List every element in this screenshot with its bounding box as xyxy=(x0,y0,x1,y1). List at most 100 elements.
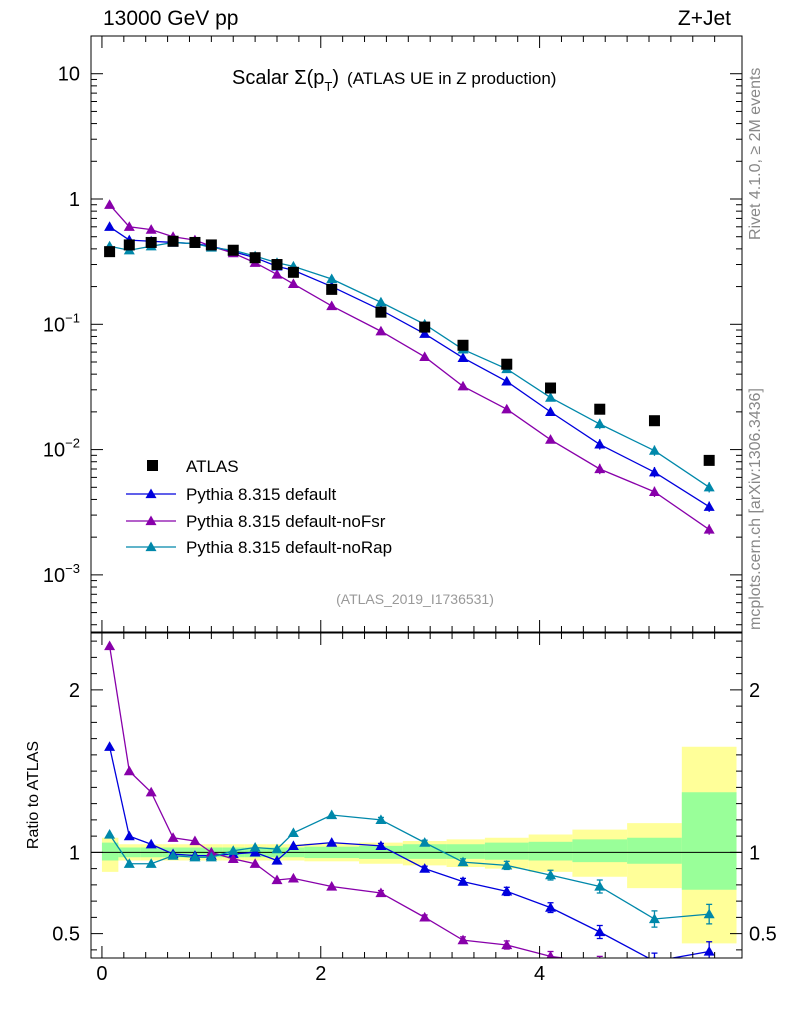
ratio-point-1 xyxy=(205,846,217,857)
x-tick-label-0: 0 xyxy=(96,963,107,985)
mcplots-label: mcplots.cern.ch [arXiv:1306.3436] xyxy=(747,388,764,630)
series-point-2 xyxy=(545,392,557,402)
ratio-line-1 xyxy=(108,645,568,958)
ratio-tick-label-right-2: 2 xyxy=(749,680,760,702)
ratio-point-1 xyxy=(546,950,555,958)
ratio-point-1 xyxy=(599,957,601,958)
ratio-point-2 xyxy=(457,856,469,867)
atlas-data-point xyxy=(326,283,338,295)
atlas-data-point xyxy=(205,239,217,251)
ratio-point-2 xyxy=(703,908,715,919)
legend: ATLAS Pythia 8.315 default Pythia 8.315 … xyxy=(126,457,392,557)
rivet-version-label: Rivet 4.1.0, ≥ 2M events xyxy=(747,68,764,240)
atlas-data-point xyxy=(457,339,469,351)
ratio-point-2 xyxy=(501,859,513,870)
atlas-data-point xyxy=(501,358,513,370)
chart-title: Scalar Σ(pT) (ATLAS UE in Z production) xyxy=(232,67,556,94)
legend-label-nofsr: Pythia 8.315 default-noFsr xyxy=(186,512,386,531)
series-point-1 xyxy=(594,463,606,474)
main-frame xyxy=(90,35,743,633)
series-point-1 xyxy=(457,380,469,391)
ratio-point-2 xyxy=(205,851,217,862)
series-point-1 xyxy=(375,325,387,336)
ratio-point-2 xyxy=(123,858,135,868)
atlas-data-point xyxy=(123,239,135,251)
ratio-axis-ticks xyxy=(91,633,742,958)
ratio-y-axis-label: Ratio to ATLAS xyxy=(25,741,42,849)
ratio-point-0 xyxy=(287,840,299,850)
series-line-2 xyxy=(109,241,710,488)
ratio-point-0 xyxy=(501,885,513,896)
atlas-data-point xyxy=(703,454,715,466)
legend-marker-norap xyxy=(145,541,157,552)
atlas-data-point xyxy=(189,236,201,248)
ratio-tick-label-right-1: 1 xyxy=(749,842,760,864)
ratio-point-0 xyxy=(123,830,135,841)
series-point-1 xyxy=(545,434,557,444)
ratio-point-2 xyxy=(648,913,660,924)
ratio-point-1 xyxy=(375,887,387,898)
ratio-point-2 xyxy=(594,881,606,891)
ratio-point-2 xyxy=(375,814,387,824)
ratio-point-2 xyxy=(326,809,338,820)
atlas-data-point xyxy=(375,306,387,318)
ratio-tick-label-left-0.5: 0.5 xyxy=(52,924,80,946)
y-tick-label-1: 1 xyxy=(69,189,80,211)
ratio-point-2 xyxy=(249,842,261,852)
ratio-point-1 xyxy=(326,881,338,891)
ratio-point-1 xyxy=(104,640,116,651)
uncertainty-band-stat xyxy=(572,839,628,863)
y-tick-label-1e-1: 10−1 xyxy=(43,310,80,336)
ratio-point-2 xyxy=(287,827,299,837)
ratio-plot-area xyxy=(91,640,742,984)
atlas-data-point xyxy=(145,236,157,248)
ratio-point-2 xyxy=(545,869,557,880)
ratio-point-0 xyxy=(249,846,261,857)
atlas-data-point xyxy=(249,252,261,264)
ratio-point-1 xyxy=(167,832,179,842)
ratio-tick-label-right-0.5: 0.5 xyxy=(749,924,777,946)
atlas-data-point xyxy=(271,259,283,271)
main-plot-area xyxy=(104,199,715,535)
uncertainty-band-stat xyxy=(627,837,682,864)
legend-marker-nofsr xyxy=(145,515,157,526)
ratio-point-2 xyxy=(104,829,116,839)
series-point-0 xyxy=(594,438,606,449)
atlas-data-point xyxy=(227,244,239,256)
series-point-2 xyxy=(594,418,606,429)
uncertainty-band-stat xyxy=(446,844,485,859)
atlas-data-point xyxy=(419,321,431,333)
ratio-point-1 xyxy=(419,911,431,922)
legend-label-atlas: ATLAS xyxy=(186,457,239,476)
series-point-1 xyxy=(648,486,660,496)
series-point-0 xyxy=(648,466,660,477)
ratio-tick-label-left-1: 1 xyxy=(69,842,80,864)
atlas-data-point xyxy=(594,403,606,415)
ratio-point-1 xyxy=(704,974,715,984)
ratio-point-1 xyxy=(271,874,283,885)
main-axis-ticks xyxy=(91,35,742,632)
series-point-1 xyxy=(419,351,431,361)
ratio-point-1 xyxy=(249,858,261,868)
ratio-tick-label-left-2: 2 xyxy=(69,680,80,702)
header-left: 13000 GeV pp xyxy=(103,7,238,30)
uncertainty-band-stat xyxy=(484,842,529,860)
series-point-1 xyxy=(104,199,116,209)
analysis-watermark: (ATLAS_2019_I1736531) xyxy=(336,591,494,607)
series-point-2 xyxy=(648,445,660,455)
legend-marker-default xyxy=(145,488,157,499)
ratio-panel: 2 1 0.5 2 1 0.5 Ratio to ATLAS 0 2 4 xyxy=(25,632,777,985)
legend-marker-atlas xyxy=(147,460,158,471)
series-point-2 xyxy=(703,481,715,492)
ratio-point-0 xyxy=(326,837,338,847)
x-tick-label-2: 2 xyxy=(315,963,326,985)
series-point-0 xyxy=(501,375,513,386)
series-point-0 xyxy=(419,328,431,338)
series-point-1 xyxy=(326,300,338,311)
ratio-point-0 xyxy=(594,926,606,937)
atlas-data-point xyxy=(167,235,179,247)
series-point-1 xyxy=(145,224,157,234)
series-point-2 xyxy=(375,296,387,307)
ratio-point-1 xyxy=(227,853,239,863)
uncertainty-band-stat xyxy=(101,842,119,861)
